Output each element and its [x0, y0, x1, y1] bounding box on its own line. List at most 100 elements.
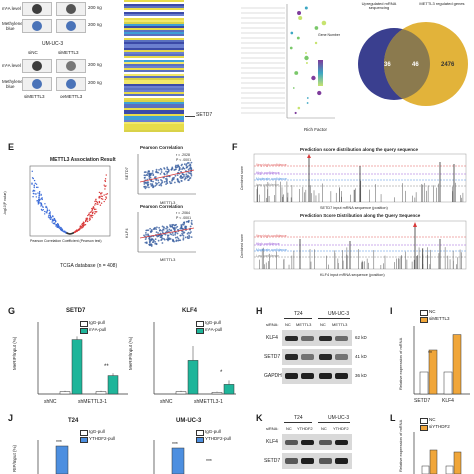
- scatter-point: [183, 175, 185, 178]
- volcano-point: [96, 203, 98, 205]
- scatter-point: [190, 174, 193, 177]
- lane-label-sinc: siNC: [28, 50, 38, 55]
- heatmap-row: [124, 78, 184, 80]
- volcano-point: [40, 208, 43, 211]
- j-right-title: UM-UC-3: [176, 418, 202, 424]
- bubble-point: [292, 87, 295, 89]
- scatter-point: [179, 234, 182, 237]
- scatter-point: [188, 234, 190, 237]
- volcano-point: [53, 219, 55, 222]
- g-right-cat-0: shNC: [160, 399, 173, 405]
- volcano-point: [38, 202, 41, 204]
- heatmap-row: [124, 0, 184, 2]
- heatmap-row: [124, 12, 184, 14]
- volcano-point: [106, 193, 109, 195]
- bar: [419, 371, 429, 395]
- f-bottom-ylabel: Combined score: [240, 233, 244, 258]
- volcano-point: [93, 208, 96, 211]
- bubble-point: [304, 6, 308, 10]
- bubble-color-scale: [318, 60, 323, 86]
- heatmap-row: [124, 80, 184, 82]
- scatter-point: [185, 220, 188, 223]
- bubble-point: [290, 31, 294, 35]
- heatmap-row: [124, 22, 184, 24]
- volcano-point: [37, 201, 39, 204]
- venn-left-count: 36: [384, 62, 391, 68]
- scatter-point: [168, 230, 170, 233]
- scatter-point: [171, 224, 174, 227]
- heatmap-row: [124, 40, 184, 42]
- heatmap-row: [124, 42, 184, 44]
- scatter-point: [176, 225, 179, 228]
- scatter-point: [191, 223, 193, 226]
- volcano-point: [64, 231, 67, 234]
- volcano-point: [34, 182, 36, 185]
- bubble-point: [305, 61, 308, 65]
- scatter-point: [170, 167, 173, 170]
- bottom-right-label: oeMETTL3: [60, 94, 83, 99]
- scatter-point: [159, 236, 162, 239]
- k-strip-klf4: [282, 434, 352, 450]
- heatmap-row: [124, 62, 184, 64]
- scatter-point: [172, 239, 175, 242]
- volcano-point: [58, 226, 60, 229]
- scatter-point: [168, 228, 171, 231]
- scatter2-xlabel: METTL3: [160, 257, 176, 262]
- volcano-point: [35, 196, 38, 198]
- volcano-point: [84, 220, 87, 223]
- volcano-point: [32, 196, 34, 198]
- h-strip-klf4: [282, 330, 352, 346]
- l-legend-nc: NC: [429, 417, 436, 422]
- scatter-point: [185, 164, 188, 167]
- scatter-point: [186, 235, 189, 238]
- k-lane-0: NC: [286, 426, 292, 431]
- j-legend-swatch-igg-2: [196, 430, 204, 436]
- scatter-point: [148, 177, 151, 180]
- heatmap: [124, 0, 184, 132]
- scatter-point: [180, 224, 183, 226]
- volcano-point: [46, 212, 48, 214]
- bar: [175, 391, 187, 395]
- scatter-point: [148, 176, 151, 178]
- scatter-point: [178, 169, 180, 172]
- panel-letter-e: E: [8, 142, 15, 152]
- scatter-point: [172, 234, 175, 236]
- heatmap-row: [124, 64, 184, 66]
- scatter-point: [189, 166, 192, 168]
- volcano-point: [103, 200, 105, 203]
- volcano-point: [39, 202, 42, 204]
- scatter1-ylabel: SETD7: [124, 167, 129, 180]
- scatter-point: [166, 182, 169, 185]
- volcano-point: [63, 230, 66, 233]
- volcano-point: [46, 208, 49, 210]
- j-legend-swatch-ythdf2-2: [196, 437, 204, 443]
- heatmap-row: [124, 106, 184, 108]
- scatter-point: [145, 186, 148, 188]
- scatter-point: [187, 231, 190, 234]
- volcano-point: [89, 214, 91, 217]
- g-legend-igg-2: IgG-pull: [205, 320, 221, 325]
- volcano-point: [49, 218, 52, 220]
- scatter-point: [181, 173, 184, 175]
- bubble-point: [297, 11, 302, 15]
- blot-dot: [66, 79, 76, 89]
- tcga-footer: TCGA database (n = 408): [60, 263, 118, 269]
- volcano-point: [32, 177, 34, 180]
- scatter-point: [157, 179, 160, 182]
- scatter-point: [175, 226, 177, 229]
- volcano-point: [72, 232, 75, 234]
- i-ylabel: Relative expression of mRNA: [398, 337, 403, 390]
- scatter-point: [147, 233, 149, 236]
- scatter-point: [150, 172, 153, 175]
- scatter-point: [174, 236, 177, 239]
- heatmap-row: [124, 28, 184, 30]
- scatter-point: [160, 168, 163, 171]
- volcano-point: [48, 209, 50, 211]
- volcano-point: [61, 228, 63, 230]
- scatter-point: [176, 178, 179, 181]
- h-cell2: UM-UC-3: [328, 311, 350, 317]
- volcano-point: [92, 207, 94, 209]
- volcano-point: [100, 195, 102, 197]
- scatter-point: [160, 184, 163, 187]
- scatter-point: [188, 179, 190, 181]
